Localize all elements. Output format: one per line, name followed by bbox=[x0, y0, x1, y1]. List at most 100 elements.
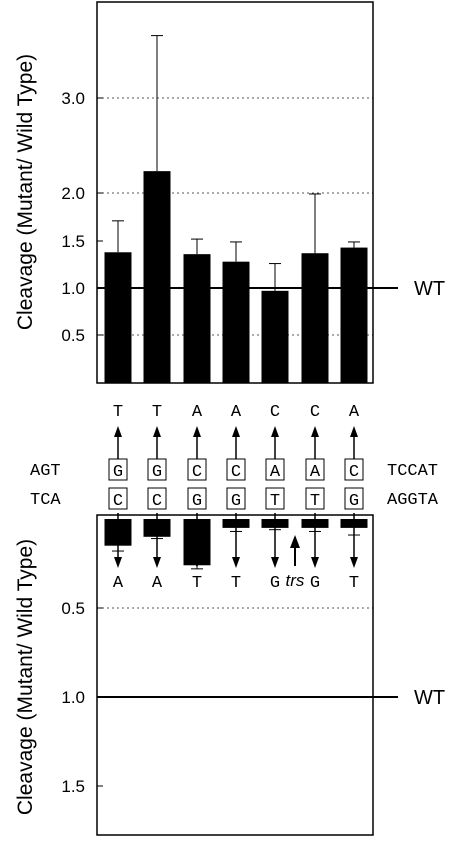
bottom-strand-box bbox=[226, 487, 246, 510]
top-strand-base: G bbox=[152, 463, 162, 482]
down-arrow-head bbox=[311, 557, 319, 568]
top-bar bbox=[104, 252, 132, 383]
down-arrow-head bbox=[232, 557, 240, 568]
top-bar bbox=[183, 254, 211, 383]
bottom-strand-box bbox=[344, 487, 364, 510]
top-strand-box bbox=[226, 458, 246, 481]
bottom-bar bbox=[104, 519, 132, 546]
bottom-bar bbox=[222, 519, 250, 528]
mutation-letter-top: C bbox=[310, 403, 320, 422]
bottom-wt-label: WT bbox=[414, 687, 445, 709]
mutation-letter-top: A bbox=[192, 403, 203, 422]
mutation-letter-top: A bbox=[349, 403, 360, 422]
top-y-axis-title: Cleavage (Mutant/ Wild Type) bbox=[14, 54, 37, 330]
bottom-bar bbox=[143, 519, 171, 537]
top-strand-box bbox=[265, 458, 285, 481]
seq-top-left: AGT bbox=[30, 462, 61, 481]
trs-arrow-head bbox=[290, 535, 300, 548]
top-bar bbox=[261, 290, 289, 383]
up-arrows bbox=[114, 426, 358, 459]
bottom-tick-label: 0.5 bbox=[61, 599, 85, 618]
bottom-strand-base: C bbox=[152, 492, 162, 511]
bottom-strand-box bbox=[147, 487, 167, 510]
up-arrow-head bbox=[350, 426, 358, 437]
bottom-strand-base: T bbox=[310, 492, 320, 511]
mutation-letter-bottom: A bbox=[113, 574, 124, 593]
bottom-strand-base: T bbox=[270, 492, 280, 511]
bottom-bar bbox=[340, 519, 368, 528]
top-bar bbox=[340, 247, 368, 383]
down-arrow-head bbox=[114, 557, 122, 568]
trs-annotation: trs bbox=[286, 535, 305, 590]
top-tick-label: 0.5 bbox=[61, 326, 85, 345]
bottom-strand-base: G bbox=[231, 492, 241, 511]
top-bar bbox=[301, 253, 329, 383]
top-strand-box bbox=[187, 458, 207, 481]
bottom-tick-label: 1.0 bbox=[61, 688, 85, 707]
top-strand-box bbox=[344, 458, 364, 481]
top-strand-box bbox=[147, 458, 167, 481]
bottom-bar bbox=[301, 519, 329, 528]
bottom-bar bbox=[261, 519, 289, 528]
top-tick-label: 2.0 bbox=[61, 184, 85, 203]
top-bars bbox=[104, 35, 368, 383]
bottom-strand-box bbox=[187, 487, 207, 510]
bottom-strand-box bbox=[305, 487, 325, 510]
top-strand-base: A bbox=[310, 463, 321, 482]
mutation-letter-bottom: T bbox=[349, 574, 359, 593]
bottom-chart: 0.51.01.52.0 WT Cleavage (Mutant/ Wild T… bbox=[14, 514, 445, 836]
mutation-letter-top: C bbox=[270, 403, 280, 422]
bottom-strand-box bbox=[108, 487, 128, 510]
bottom-strand-base: C bbox=[113, 492, 123, 511]
top-strand-base: C bbox=[349, 463, 359, 482]
bottom-bars bbox=[104, 519, 368, 570]
bottom-tick-label: 1.5 bbox=[61, 777, 85, 796]
mutation-letter-bottom: G bbox=[270, 574, 280, 593]
top-chart: 0.5 1.0 1.5 2.0 3.0 WT Cleavage (Mutant/ Wil… bbox=[14, 1, 445, 384]
mutation-letter-bottom: G bbox=[310, 574, 320, 593]
mutation-letter-top: T bbox=[152, 403, 162, 422]
up-arrow-head bbox=[114, 426, 122, 437]
down-arrow-head bbox=[271, 557, 279, 568]
top-wt-label: WT bbox=[414, 278, 445, 300]
down-arrow-head bbox=[350, 557, 358, 568]
bottom-strand-base: G bbox=[192, 492, 202, 511]
bottom-strand-base: G bbox=[349, 492, 359, 511]
bottom-bar bbox=[183, 519, 211, 566]
up-arrow-head bbox=[271, 426, 279, 437]
up-arrow-head bbox=[153, 426, 161, 437]
top-strand-base: C bbox=[231, 463, 241, 482]
bottom-plot-frame bbox=[96, 514, 374, 836]
top-bar bbox=[222, 261, 250, 383]
top-tick-label: 3.0 bbox=[61, 89, 85, 108]
down-arrow-head bbox=[153, 557, 161, 568]
mutation-letter-bottom: T bbox=[192, 574, 202, 593]
seq-bottom-right: AGGTA bbox=[387, 491, 439, 510]
mutation-letter-bottom: A bbox=[152, 574, 163, 593]
top-strand-box bbox=[108, 458, 128, 481]
top-y-ticks: 0.5 1.0 1.5 2.0 3.0 bbox=[61, 89, 103, 345]
top-strand-base: C bbox=[192, 463, 202, 482]
top-strand-base: A bbox=[270, 463, 281, 482]
top-strand-base: G bbox=[113, 463, 123, 482]
bottom-strand-box bbox=[265, 487, 285, 510]
top-tick-label: 1.5 bbox=[61, 232, 85, 251]
top-strand-box bbox=[305, 458, 325, 481]
mutation-letter-top: A bbox=[231, 403, 242, 422]
seq-bottom-left: TCA bbox=[30, 491, 61, 510]
top-plot-frame bbox=[96, 1, 374, 384]
up-arrow-head bbox=[193, 426, 201, 437]
bottom-y-ticks: 0.51.01.52.0 bbox=[61, 599, 103, 796]
up-arrow-head bbox=[232, 426, 240, 437]
bottom-y-axis-title: Cleavage (Mutant/ Wild Type) bbox=[14, 539, 37, 815]
mutation-letter-top: T bbox=[113, 403, 123, 422]
top-tick-label: 1.0 bbox=[61, 279, 85, 298]
up-arrow-head bbox=[311, 426, 319, 437]
seq-top-right: TCCAT bbox=[387, 462, 438, 481]
